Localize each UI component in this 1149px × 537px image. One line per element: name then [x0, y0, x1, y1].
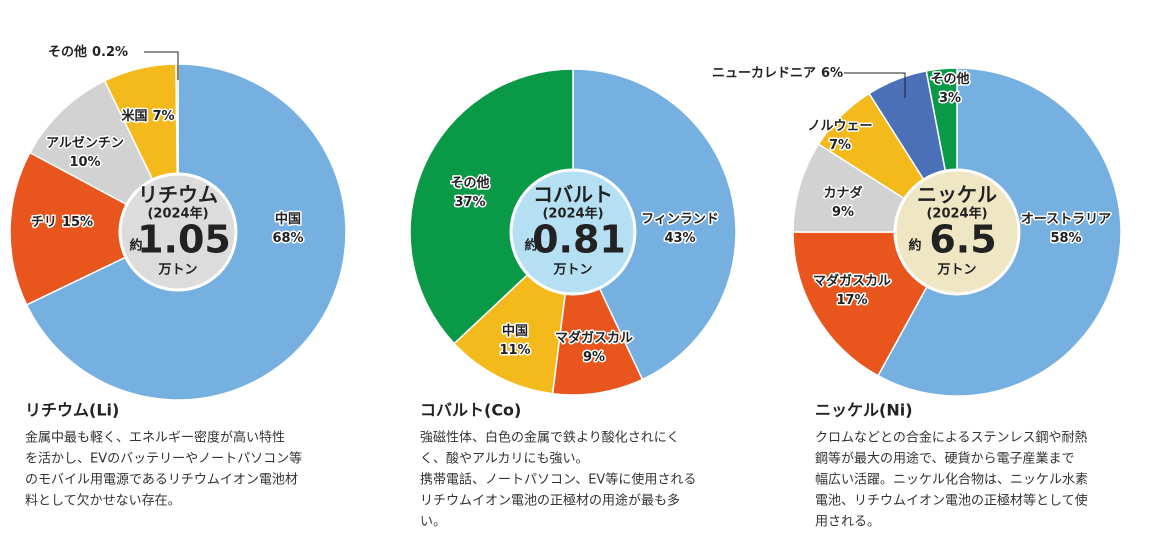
slice-name: マダガスカル	[555, 330, 633, 346]
slice-value: 11%	[499, 343, 530, 358]
slice-label: ニューカレドニア 6%	[712, 66, 843, 81]
center-prefix: 約	[129, 238, 142, 254]
slice-label: 米国 7%	[121, 108, 174, 124]
slice-label: その他 0.2%	[48, 44, 128, 60]
description-line: 料として欠かせない存在。	[25, 493, 181, 509]
description-line: 幅広い活躍。ニッケル化合物は、ニッケル水素	[815, 473, 1088, 488]
description-line: 鋼等が最大の用途で、硬貨から電子産業まで	[815, 451, 1074, 467]
slice-value: 7%	[152, 109, 174, 124]
description-line: 電池、リチウムイオン電池の正極材等として使	[815, 493, 1088, 509]
description-line: リチウムイオン電池の正極材の用途が最も多	[420, 493, 680, 509]
slice-name: その他	[450, 175, 489, 191]
slice-value: 58%	[1050, 231, 1081, 246]
slice-value: 7%	[829, 138, 851, 153]
slice-label: 中国 11%	[499, 323, 530, 358]
slice-label: その他 3%	[930, 71, 969, 106]
section-title: コバルト(Co)	[420, 401, 521, 420]
slice-value: 3%	[939, 91, 961, 106]
slice-label: チリ 15%	[31, 215, 93, 230]
slice-name: アルゼンチン	[46, 135, 124, 151]
pie-slice	[572, 68, 737, 381]
slice-label: マダガスカル 17%	[813, 273, 891, 308]
slice-name: マダガスカル	[813, 273, 891, 289]
slice-name: カナダ	[823, 185, 862, 201]
slice-label: カナダ 9%	[823, 185, 862, 220]
slice-label: 中国 68%	[272, 211, 303, 246]
description-line: 用される。	[815, 515, 880, 530]
description-line: 金属中最も軽く、エネルギー密度が高い特性	[25, 430, 285, 446]
center-amount: 0.81	[532, 218, 626, 262]
slice-value: 9%	[583, 350, 605, 365]
slice-label: フィンランド 43%	[641, 212, 719, 246]
slice-name: その他	[48, 44, 87, 60]
center-circle	[893, 168, 1021, 296]
slice-value: 0.2%	[92, 45, 128, 60]
center-unit: 万トン	[157, 263, 197, 278]
center-year: (2024年)	[926, 206, 987, 222]
description-line: く、酸やアルカリにも強い。	[420, 452, 588, 467]
slice-name: オーストラリア	[1021, 212, 1111, 227]
slice-name: 中国	[502, 323, 528, 339]
slice-name: その他	[930, 71, 969, 87]
slice-name: フィンランド	[641, 212, 719, 227]
center-prefix: 約	[908, 238, 921, 254]
section-title: リチウム(Li)	[25, 401, 119, 420]
slice-value: 43%	[664, 231, 695, 246]
slice-name: ニューカレドニア	[712, 66, 816, 81]
section-title: ニッケル(Ni)	[815, 401, 913, 420]
description-line: い。	[420, 515, 446, 530]
slice-name: ノルウェー	[807, 119, 872, 134]
slice-value: 68%	[272, 231, 303, 246]
pie-slice	[409, 68, 574, 345]
center-name: コバルト	[533, 183, 613, 207]
slice-name: 中国	[275, 211, 301, 227]
slice-label: ノルウェー 7%	[807, 119, 872, 153]
center-prefix: 約	[524, 238, 537, 254]
pie-slice	[9, 151, 180, 306]
slice-value: 37%	[454, 195, 485, 210]
slice-value: 17%	[836, 293, 867, 308]
slice-value: 6%	[821, 66, 843, 81]
center-circle	[509, 168, 637, 296]
description-line: 携帯電話、ノートパソコン、EV等に使用される	[420, 472, 696, 488]
center-name: ニッケル	[917, 183, 997, 207]
description-line: のモバイル用電源であるリチウムイオン電池材	[25, 473, 298, 488]
description-line: クロムなどとの合金によるステンレス鋼や耐熱	[815, 430, 1087, 446]
slice-label: マダガスカル 9%	[555, 330, 633, 365]
callout-line	[144, 51, 179, 80]
slice-value: 9%	[832, 205, 854, 220]
slice-label: オーストラリア 58%	[1021, 212, 1111, 246]
center-year: (2024年)	[147, 206, 208, 222]
slice-label: その他 37%	[450, 175, 489, 210]
center-amount: 6.5	[929, 218, 996, 262]
description-line: 強磁性体、白色の金属で鉄より酸化されにく	[420, 430, 679, 446]
center-amount: 1.05	[137, 218, 231, 262]
description-line: を活かし、EVのバッテリーやノートパソコン等	[25, 451, 302, 467]
slice-name: チリ	[31, 215, 57, 230]
slice-name: 米国	[121, 108, 147, 124]
center-circle	[118, 172, 238, 292]
slice-value: 15%	[62, 215, 93, 230]
slice-value: 10%	[69, 155, 100, 170]
center-year: (2024年)	[542, 206, 603, 222]
center-unit: 万トン	[552, 263, 592, 278]
center-name: リチウム	[138, 183, 218, 207]
slice-label: アルゼンチン 10%	[46, 135, 124, 170]
center-unit: 万トン	[936, 263, 976, 278]
callout-line	[838, 72, 906, 98]
